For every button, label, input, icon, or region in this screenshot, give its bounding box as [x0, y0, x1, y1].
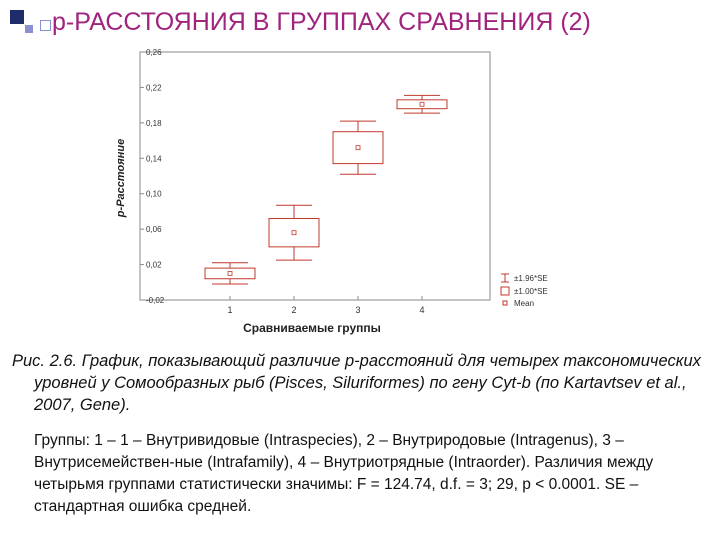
plot-frame	[139, 51, 491, 301]
bullet-square-large-icon	[10, 10, 24, 24]
figure-caption: Рис. 2.6. График, показывающий различие …	[12, 352, 701, 414]
x-tick-label: 4	[419, 305, 424, 315]
y-tick-label: -0,02	[146, 296, 165, 305]
y-tick-label: 0,06	[146, 225, 162, 234]
bullet-square-outline-icon	[40, 20, 51, 31]
mean-marker	[227, 271, 233, 276]
y-ticks: -0,02 0,02 0,06 0,10 0,14 0,18 0,22 0,26	[140, 48, 165, 305]
mean-marker	[355, 145, 361, 151]
x-tick-label: 3	[355, 305, 360, 315]
legend-label-mean: Mean	[514, 299, 534, 308]
x-axis-label: Сравниваемые группы	[243, 321, 381, 335]
se-box	[204, 267, 256, 280]
y-tick-label: 0,02	[146, 261, 162, 270]
y-tick-label: 0,10	[146, 190, 162, 199]
legend-symbol-1se	[500, 286, 510, 296]
slide-title: р-РАССТОЯНИЯ В ГРУППАХ СРАВНЕНИЯ (2)	[52, 8, 591, 36]
x-tick-label: 1	[227, 305, 232, 315]
boxes	[204, 94, 448, 285]
chart-container: p-Расстояние Сравниваемые группы -0,02 0,…	[112, 42, 572, 342]
legend-symbol-mean	[502, 300, 508, 306]
y-axis-label: p-Расстояние	[115, 139, 127, 218]
se-box	[332, 131, 384, 165]
groups-note: Группы: 1 – 1 – Внутривидовые (Intraspec…	[34, 432, 654, 515]
x-ticks: 1 2 3 4	[227, 296, 425, 315]
x-tick-label: 2	[291, 305, 296, 315]
se-box	[268, 218, 320, 248]
legend-label-196se: ±1.96*SE	[514, 274, 548, 283]
legend: ±1.96*SE ±1.00*SE Mean	[500, 273, 548, 308]
y-tick-label: 0,22	[146, 83, 162, 92]
chart-background	[112, 42, 572, 342]
y-tick-label: 0,14	[146, 154, 162, 163]
bullet-square-small-icon	[25, 25, 33, 33]
y-tick-label: 0,26	[146, 48, 162, 57]
legend-label-1se: ±1.00*SE	[514, 287, 548, 296]
y-tick-label: 0,18	[146, 119, 162, 128]
mean-marker	[419, 101, 425, 107]
mean-marker	[291, 230, 297, 236]
se-box	[396, 99, 448, 110]
box-chart: p-Расстояние Сравниваемые группы -0,02 0,…	[112, 42, 572, 342]
